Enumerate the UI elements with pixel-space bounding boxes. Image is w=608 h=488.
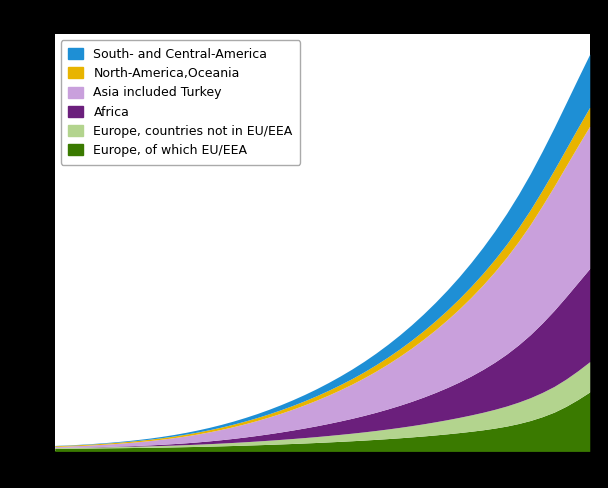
Legend: South- and Central-America, North-America,Oceania, Asia included Turkey, Africa,: South- and Central-America, North-Americ… <box>61 41 300 164</box>
